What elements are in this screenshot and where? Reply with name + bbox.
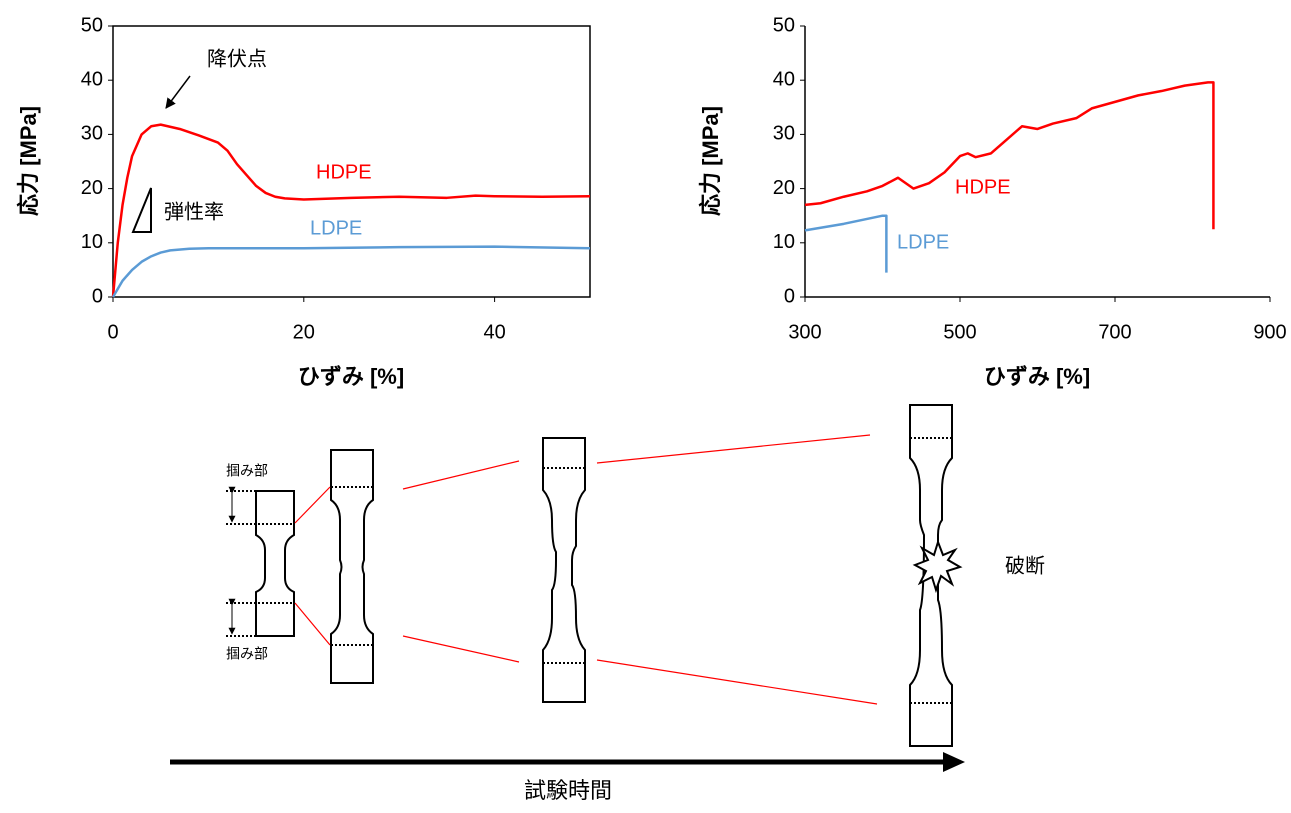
x-tick-label: 900 [1253,321,1286,343]
series-label: HDPE [316,161,372,183]
annotation: 弾性率 [164,200,224,223]
y-tick-label: 50 [81,14,103,36]
time-label: 試験時間 [524,778,612,803]
y-tick-label: 0 [92,285,103,307]
y-tick-label: 10 [773,231,795,253]
series-line [113,247,590,297]
time-arrow-head [943,752,965,772]
y-tick-label: 30 [81,123,103,145]
y-tick-label: 20 [773,177,795,199]
x-tick-label: 20 [293,321,315,343]
x-tick-label: 700 [1098,321,1131,343]
x-tick-label: 0 [107,321,118,343]
specimen-4 [910,405,960,746]
annotation-arrow [166,76,190,108]
specimen-1 [226,491,294,636]
grip-label: 掴み部 [226,463,268,479]
figure: 掴み部 掴み部 破断 試験時間 0102030405002040ひずみ [%]応… [0,0,1291,808]
y-axis-title: 応力 [MPa] [16,106,41,216]
y-tick-label: 50 [773,14,795,36]
break-label: 破断 [1005,554,1045,577]
y-tick-label: 40 [81,68,103,90]
specimen-3 [543,438,585,702]
y-tick-label: 0 [784,285,795,307]
x-axis-title: ひずみ [%] [984,364,1090,389]
annotation: 降伏点 [207,47,267,70]
grip-label: 掴み部 [226,646,268,662]
y-tick-label: 20 [81,177,103,199]
y-axis-title: 応力 [MPa] [698,106,723,216]
series-label: HDPE [955,176,1011,198]
series-label: LDPE [897,231,949,253]
y-tick-label: 10 [81,231,103,253]
series-line [805,216,886,273]
slope-triangle [133,188,151,232]
x-axis-title: ひずみ [%] [298,364,404,389]
x-tick-label: 40 [483,321,505,343]
specimen-2 [331,450,373,683]
y-tick-label: 30 [773,123,795,145]
series-line [805,82,1213,229]
x-tick-label: 500 [943,321,976,343]
series-label: LDPE [310,217,362,239]
x-tick-label: 300 [788,321,821,343]
y-tick-label: 40 [773,68,795,90]
